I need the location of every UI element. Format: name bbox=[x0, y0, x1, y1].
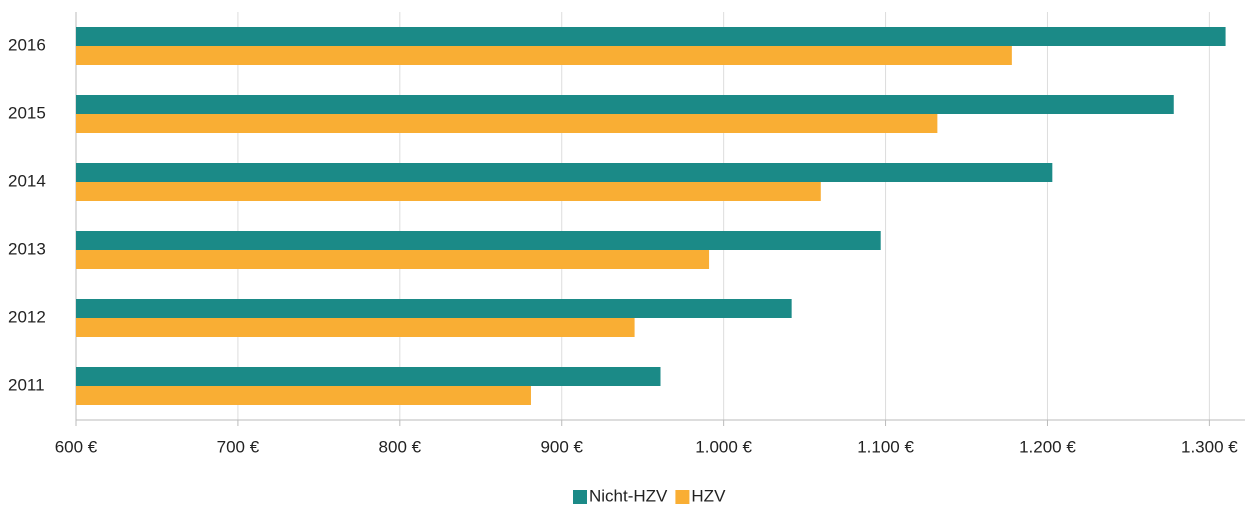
x-tick-label: 1.200 € bbox=[1019, 437, 1076, 456]
x-tick-label: 800 € bbox=[379, 437, 422, 456]
bar bbox=[76, 27, 1226, 46]
bar bbox=[76, 95, 1174, 114]
legend-label: Nicht-HZV bbox=[589, 486, 668, 505]
x-tick-label: 900 € bbox=[540, 437, 583, 456]
y-tick-label: 2016 bbox=[8, 35, 46, 54]
bar bbox=[76, 46, 1012, 65]
y-tick-label: 2014 bbox=[8, 171, 46, 190]
bar bbox=[76, 318, 635, 337]
x-tick-label: 1.000 € bbox=[695, 437, 752, 456]
legend-swatch bbox=[573, 490, 587, 504]
legend-swatch bbox=[675, 490, 690, 504]
x-tick-label: 700 € bbox=[217, 437, 260, 456]
y-tick-label: 2015 bbox=[8, 103, 46, 122]
bar bbox=[76, 299, 792, 318]
bar bbox=[76, 386, 531, 405]
bar bbox=[76, 163, 1053, 182]
bar bbox=[76, 182, 821, 201]
bar bbox=[76, 114, 938, 133]
legend-label: HZV bbox=[691, 486, 726, 505]
bar bbox=[76, 367, 661, 386]
y-tick-label: 2012 bbox=[8, 307, 46, 326]
x-tick-label: 600 € bbox=[55, 437, 98, 456]
bar bbox=[76, 250, 710, 269]
y-tick-label: 2011 bbox=[8, 375, 45, 394]
x-tick-label: 1.300 € bbox=[1181, 437, 1238, 456]
bar bbox=[76, 231, 881, 250]
y-tick-label: 2013 bbox=[8, 239, 46, 258]
x-tick-label: 1.100 € bbox=[857, 437, 914, 456]
